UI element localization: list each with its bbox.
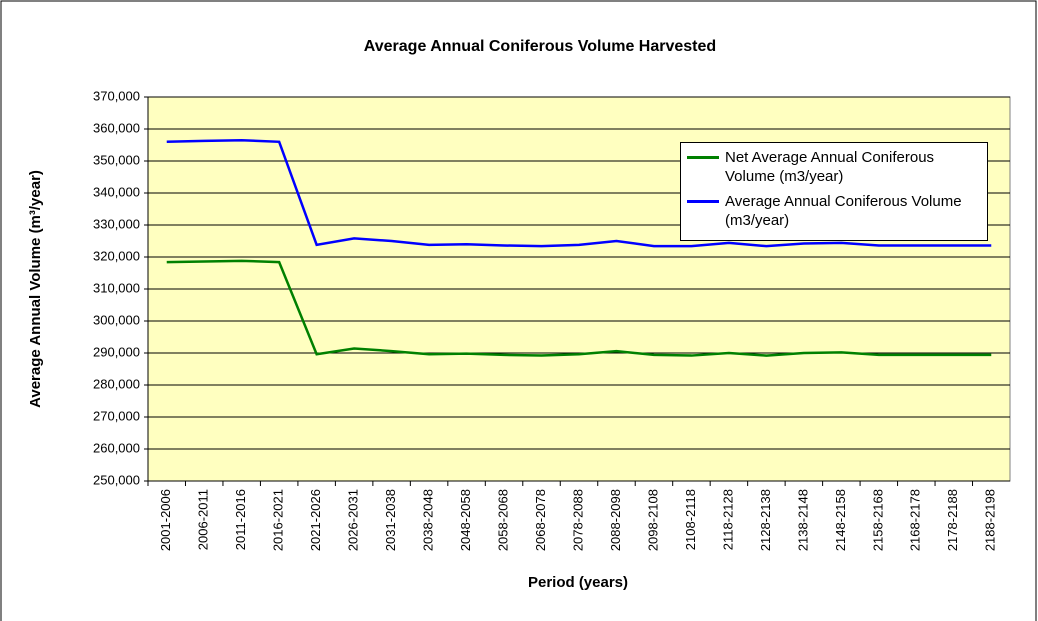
y-tick-label: 290,000 xyxy=(93,344,140,359)
y-axis-title: Average Annual Volume (m³/year) xyxy=(27,170,44,408)
legend-swatch xyxy=(687,200,719,203)
y-tick-label: 370,000 xyxy=(93,88,140,103)
legend-swatch xyxy=(687,156,719,159)
x-tick-label: 2178-2188 xyxy=(945,489,960,551)
x-axis-title: Period (years) xyxy=(528,574,628,591)
x-tick-label: 2138-2148 xyxy=(795,489,810,551)
x-tick-label: 2011-2016 xyxy=(233,489,248,550)
x-tick-label: 2128-2138 xyxy=(758,489,773,551)
x-tick-label: 2058-2068 xyxy=(495,489,510,551)
x-tick-label: 2001-2006 xyxy=(158,489,173,551)
legend-label: Net Average Annual Coniferous Volume (m3… xyxy=(725,149,935,185)
x-tick-label: 2118-2128 xyxy=(720,489,735,550)
x-tick-label: 2026-2031 xyxy=(346,489,361,551)
series-line xyxy=(166,259,992,357)
legend: Net Average Annual Coniferous Volume (m3… xyxy=(680,142,988,241)
x-tick-label: 2168-2178 xyxy=(908,489,923,551)
y-tick-label: 320,000 xyxy=(93,248,140,263)
legend-label: Average Annual Coniferous Volume (m3/yea… xyxy=(725,193,962,229)
y-tick-label: 310,000 xyxy=(93,280,140,295)
x-tick-label: 2098-2108 xyxy=(645,489,660,551)
y-tick-label: 260,000 xyxy=(93,440,140,455)
series-line xyxy=(166,138,992,248)
y-tick-label: 270,000 xyxy=(93,408,140,423)
y-tick-label: 300,000 xyxy=(93,312,140,327)
x-tick-label: 2048-2058 xyxy=(458,489,473,551)
x-tick-label: 2108-2118 xyxy=(683,489,698,550)
x-tick-label: 2078-2088 xyxy=(570,489,585,551)
y-tick-label: 250,000 xyxy=(93,472,140,487)
y-tick-label: 280,000 xyxy=(93,376,140,391)
legend-item: Net Average Annual Coniferous Volume (m3… xyxy=(687,148,981,186)
x-tick-label: 2088-2098 xyxy=(608,489,623,551)
x-tick-label: 2068-2078 xyxy=(533,489,548,551)
x-tick-label: 2188-2198 xyxy=(983,489,998,551)
legend-item: Average Annual Coniferous Volume (m3/yea… xyxy=(687,192,981,230)
x-tick-label: 2021-2026 xyxy=(308,489,323,551)
y-tick-label: 330,000 xyxy=(93,216,140,231)
x-tick-label: 2148-2158 xyxy=(833,489,848,551)
y-tick-label: 350,000 xyxy=(93,152,140,167)
x-tick-label: 2006-2011 xyxy=(196,489,211,550)
x-tick-label: 2158-2168 xyxy=(870,489,885,551)
y-tick-label: 360,000 xyxy=(93,120,140,135)
chart-title: Average Annual Coniferous Volume Harvest… xyxy=(364,38,716,55)
x-tick-label: 2016-2021 xyxy=(271,489,286,551)
y-tick-label: 340,000 xyxy=(93,184,140,199)
x-tick-label: 2031-2038 xyxy=(383,489,398,551)
x-tick-label: 2038-2048 xyxy=(421,489,436,551)
